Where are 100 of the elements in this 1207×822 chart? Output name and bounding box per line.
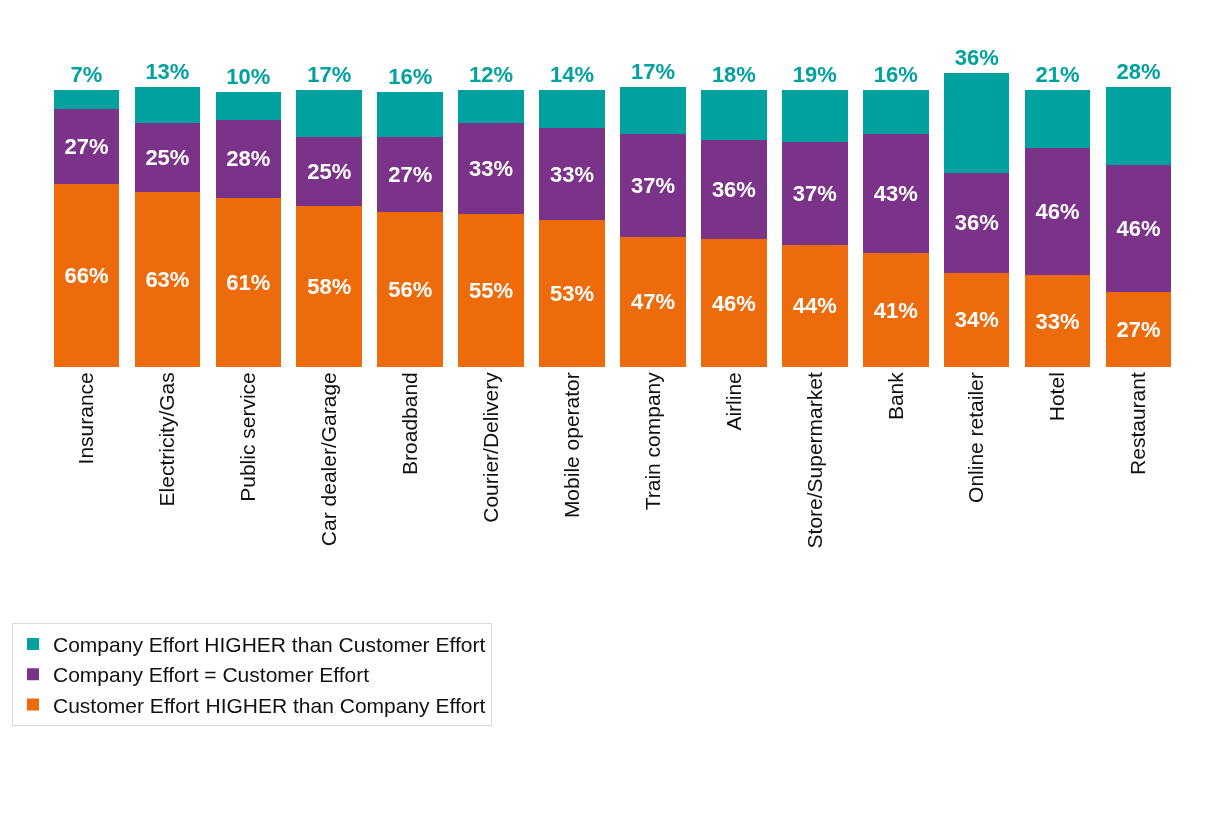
x-tick-label: Train company bbox=[640, 371, 664, 511]
bar bbox=[215, 120, 282, 198]
data-label: 44% bbox=[792, 293, 837, 319]
data-label: 56% bbox=[388, 276, 433, 302]
data-label: 34% bbox=[954, 307, 999, 333]
data-label: 25% bbox=[145, 145, 190, 171]
x-tick-label: Mobile operator bbox=[559, 372, 583, 519]
data-label: 66% bbox=[64, 262, 109, 288]
legend-label: Customer Effort HIGHER than Company Effort bbox=[53, 693, 486, 717]
x-tick-label: Bank bbox=[883, 371, 907, 421]
data-label: 21% bbox=[1035, 61, 1080, 87]
bar bbox=[377, 136, 443, 212]
data-label: 13% bbox=[145, 58, 190, 84]
bar bbox=[296, 206, 363, 367]
data-label: 61% bbox=[226, 269, 271, 295]
bar bbox=[458, 89, 524, 123]
data-label: 25% bbox=[307, 158, 352, 184]
data-label: 27% bbox=[64, 134, 109, 159]
bar bbox=[620, 236, 686, 367]
data-label: 28% bbox=[1116, 58, 1161, 84]
data-label: 16% bbox=[873, 61, 918, 87]
data-label: 43% bbox=[873, 181, 918, 207]
data-label: 46% bbox=[1116, 215, 1161, 241]
x-tick-label: Car dealer/Garage bbox=[317, 372, 341, 547]
bar bbox=[53, 109, 120, 184]
bar bbox=[782, 244, 848, 367]
bar bbox=[53, 89, 120, 110]
bar bbox=[701, 139, 767, 240]
bar bbox=[539, 89, 605, 129]
bar bbox=[701, 239, 767, 367]
bar bbox=[782, 89, 848, 143]
bar bbox=[701, 89, 767, 140]
bar bbox=[782, 142, 848, 245]
data-label: 14% bbox=[550, 61, 595, 87]
data-label: 41% bbox=[873, 297, 918, 323]
data-label: 46% bbox=[1035, 199, 1080, 225]
data-label: 16% bbox=[388, 64, 433, 90]
data-label: 58% bbox=[307, 274, 352, 300]
bar bbox=[620, 134, 686, 237]
bar bbox=[1024, 275, 1091, 367]
data-label: 17% bbox=[307, 61, 352, 87]
bar bbox=[943, 172, 1010, 273]
data-label: 27% bbox=[388, 161, 433, 187]
x-tick-label: Insurance bbox=[74, 372, 98, 465]
bar bbox=[943, 73, 1010, 173]
bar bbox=[1105, 164, 1172, 293]
bar bbox=[377, 211, 443, 367]
bar bbox=[134, 86, 201, 123]
x-tick-label: Broadband bbox=[398, 372, 422, 475]
data-label: 27% bbox=[1116, 317, 1161, 343]
bar bbox=[215, 197, 282, 367]
x-tick-label: Online retailer bbox=[964, 372, 988, 503]
x-tick-label: Electricity/Gas bbox=[155, 372, 179, 507]
data-label: 19% bbox=[792, 61, 837, 87]
data-label: 10% bbox=[226, 64, 271, 90]
x-tick-label: Store/Supermarket bbox=[802, 372, 826, 549]
bar bbox=[1024, 89, 1091, 148]
bar bbox=[1105, 292, 1172, 367]
bar bbox=[539, 128, 605, 220]
bar bbox=[296, 89, 363, 137]
data-label: 12% bbox=[469, 61, 514, 87]
bar bbox=[377, 92, 443, 137]
data-label: 53% bbox=[550, 281, 595, 306]
data-label: 28% bbox=[226, 146, 271, 172]
data-label: 37% bbox=[630, 172, 675, 198]
x-tick-label: Hotel bbox=[1045, 372, 1069, 422]
data-label: 36% bbox=[954, 45, 999, 70]
bar bbox=[862, 253, 929, 367]
bar bbox=[1105, 86, 1172, 165]
x-tick-label: Airline bbox=[721, 372, 745, 431]
x-tick-label: Courier/Delivery bbox=[478, 371, 502, 523]
bar bbox=[539, 220, 605, 367]
data-label: 63% bbox=[145, 267, 190, 293]
data-label: 33% bbox=[469, 156, 514, 182]
x-tick-label: Restaurant bbox=[1126, 372, 1150, 475]
data-label: 7% bbox=[70, 61, 103, 87]
data-label: 17% bbox=[630, 58, 675, 84]
bar bbox=[943, 272, 1010, 367]
bar bbox=[862, 134, 929, 254]
bar bbox=[134, 192, 201, 367]
bar bbox=[1024, 147, 1091, 276]
bar bbox=[620, 86, 686, 135]
data-label: 36% bbox=[711, 176, 756, 202]
data-label: 47% bbox=[630, 289, 675, 315]
bar bbox=[296, 136, 363, 207]
data-label: 46% bbox=[711, 290, 756, 316]
bar bbox=[458, 214, 524, 367]
data-label: 37% bbox=[792, 181, 837, 207]
bar bbox=[862, 89, 929, 135]
legend-label: Company Effort HIGHER than Customer Effort bbox=[53, 633, 486, 657]
x-tick-label: Public service bbox=[236, 372, 260, 502]
bar bbox=[458, 122, 524, 215]
data-label: 33% bbox=[550, 161, 595, 187]
data-label: 18% bbox=[711, 61, 756, 87]
data-label: 33% bbox=[1035, 308, 1080, 334]
data-label: 36% bbox=[954, 210, 999, 236]
bar bbox=[215, 92, 282, 121]
bar bbox=[53, 183, 120, 367]
data-label: 55% bbox=[469, 278, 514, 304]
legend-label: Company Effort = Customer Effort bbox=[53, 663, 370, 687]
